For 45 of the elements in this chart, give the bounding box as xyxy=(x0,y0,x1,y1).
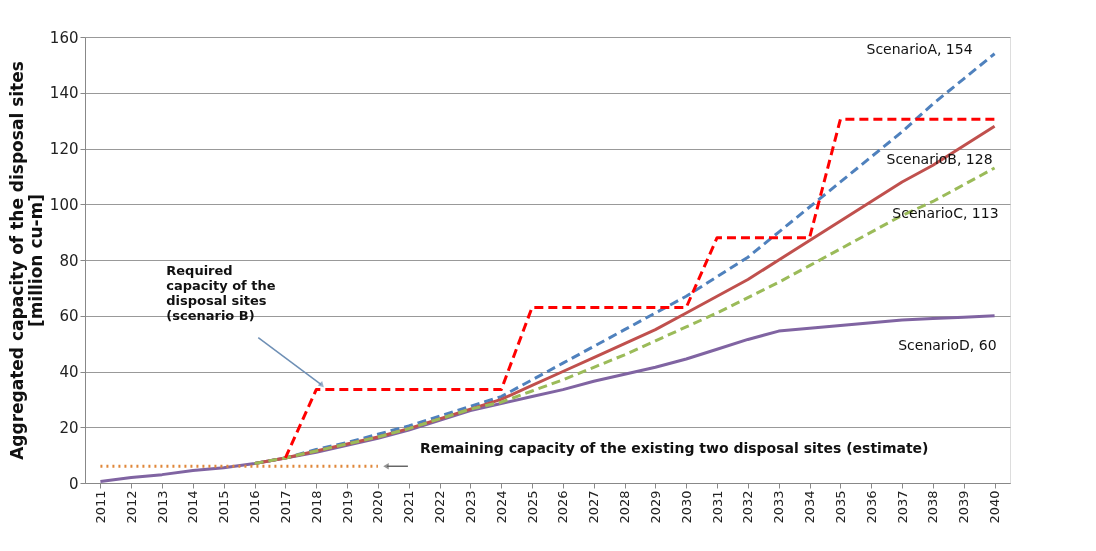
x-tick-label: 2011 xyxy=(92,490,108,524)
x-tick-label: 2034 xyxy=(802,490,818,524)
y-tick-label: 140 xyxy=(49,84,79,103)
y-tick-label: 40 xyxy=(59,363,79,381)
x-tick-label: 2038 xyxy=(925,490,941,524)
x-tick-label: 2035 xyxy=(832,490,848,524)
x-tick-label: 2025 xyxy=(524,490,540,524)
x-tick-label: 2036 xyxy=(863,490,879,524)
x-tick-label: 2019 xyxy=(339,490,355,524)
y-axis-title: Aggregated capacity of the disposal sites [million cu-m] xyxy=(6,61,46,460)
x-tick-label: 2040 xyxy=(987,490,1003,524)
x-tick-label: 2032 xyxy=(740,490,756,524)
x-tick-label: 2023 xyxy=(462,490,478,524)
x-tick-label: 2039 xyxy=(956,490,972,524)
y-tick-label: 0 xyxy=(68,474,79,493)
x-tick-label: 2020 xyxy=(370,490,386,524)
x-tick-label: 2013 xyxy=(154,490,170,524)
annotation: ScenarioD, 60 xyxy=(898,336,997,353)
y-tick-label: 20 xyxy=(59,418,79,437)
x-tick-label: 2033 xyxy=(771,490,787,524)
annotation: Remaining capacity of the existing two disposal sites (estimate) xyxy=(419,440,929,457)
x-tick-label: 2024 xyxy=(493,490,509,524)
x-tick-label: 2022 xyxy=(432,490,448,524)
x-tick-label: 2026 xyxy=(555,490,571,524)
y-tick-label: 160 xyxy=(49,28,79,47)
x-tick-label: 2037 xyxy=(894,490,910,524)
annotation: ScenarioA, 154 xyxy=(866,40,973,57)
x-tick-label: 2012 xyxy=(123,490,139,524)
x-tick-label: 2027 xyxy=(586,490,602,524)
x-tick-label: 2029 xyxy=(647,490,663,524)
y-tick-label: 100 xyxy=(49,195,79,214)
y-tick-label: 60 xyxy=(59,307,79,326)
annotation: Required capacity of the disposal sites (scenario B) xyxy=(166,262,276,323)
x-tick-label: 2030 xyxy=(678,490,694,524)
x-tick-label: 2031 xyxy=(709,490,725,524)
x-tick-label: 2028 xyxy=(617,490,633,524)
y-tick-label: 120 xyxy=(49,140,79,158)
x-tick-label: 2021 xyxy=(401,490,417,524)
y-tick-label: 80 xyxy=(59,251,79,270)
x-tick-label: 2017 xyxy=(277,490,293,524)
x-tick-label: 2014 xyxy=(185,490,201,524)
x-tick-label: 2018 xyxy=(308,490,324,524)
annotation: ScenarioC, 113 xyxy=(892,205,999,222)
x-tick-label: 2016 xyxy=(247,490,263,524)
x-tick-label: 2015 xyxy=(216,490,232,524)
